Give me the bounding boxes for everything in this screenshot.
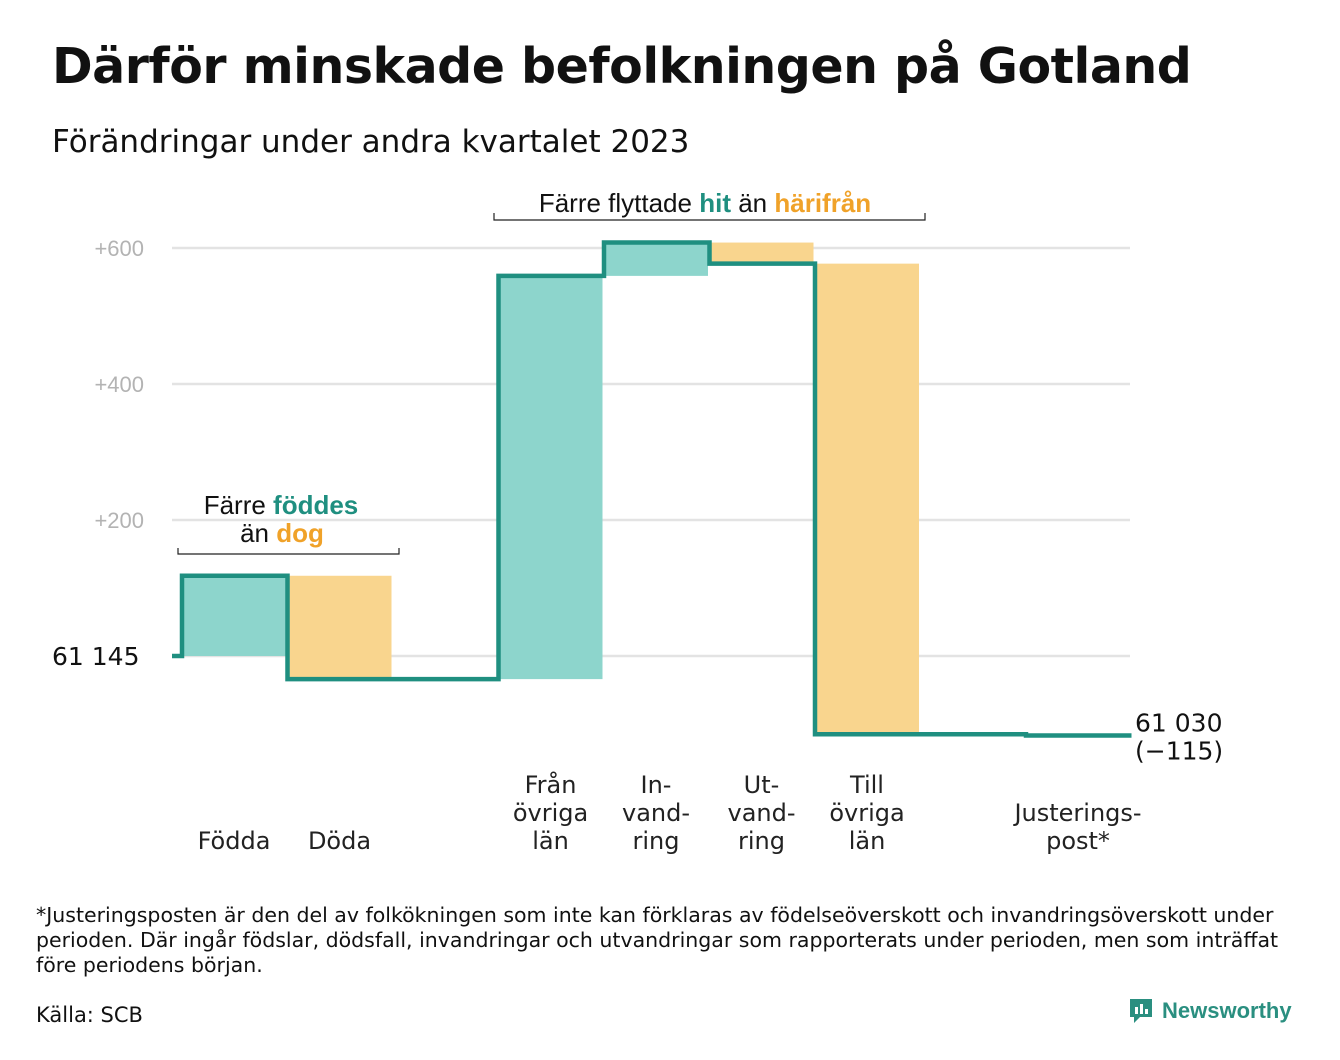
end-change-label: (−115) xyxy=(1135,737,1223,766)
newsworthy-logo-icon xyxy=(1130,999,1152,1023)
chart-subtitle: Förändringar under andra kvartalet 2023 xyxy=(52,124,690,160)
y-tick-label: +400 xyxy=(94,372,144,397)
category-label-invandring: In- xyxy=(641,771,672,799)
category-label-utvandring: vand- xyxy=(727,799,795,827)
annotation-births-line2: än dog xyxy=(240,518,324,548)
category-label-utvandring: ring xyxy=(738,827,785,855)
bar-invandring xyxy=(604,242,708,276)
newsworthy-logo: Newsworthy xyxy=(1128,997,1292,1025)
category-label-fran_ovriga_lan: övriga xyxy=(513,799,588,827)
chart-title: Därför minskade befolkningen på Gotland xyxy=(52,38,1192,95)
category-label-utvandring: Ut- xyxy=(744,771,780,799)
category-label-invandring: ring xyxy=(633,827,680,855)
annotation-migration: Färre flyttade hit än härifrån xyxy=(493,188,926,221)
bar-doda xyxy=(287,575,392,680)
annotation-births-deaths: Färre föddes än dog xyxy=(177,490,400,555)
category-label-fran_ovriga_lan: län xyxy=(532,827,569,855)
category-label-fran_ovriga_lan: Från xyxy=(525,770,577,799)
category-label-doda: Döda xyxy=(308,827,371,855)
category-label-justeringspost: post* xyxy=(1046,827,1110,855)
bar-till_ovriga_lan xyxy=(815,263,919,735)
start-value-label: 61 145 xyxy=(52,642,139,671)
bar-layer xyxy=(182,242,919,735)
end-value-label: 61 030 xyxy=(1135,709,1222,738)
bar-fran_ovriga_lan xyxy=(498,275,603,680)
cumulative-step-line xyxy=(172,240,1132,738)
annotation-births-bracket xyxy=(177,548,400,555)
category-label-till_ovriga_lan: län xyxy=(849,827,886,855)
category-label-justeringspost: Justerings- xyxy=(1012,799,1141,827)
category-label-till_ovriga_lan: Till xyxy=(849,771,884,799)
step-line-layer xyxy=(172,240,1132,738)
source-label: Källa: SCB xyxy=(36,1003,143,1027)
y-tick-label: +200 xyxy=(94,508,144,533)
category-label-fodda: Födda xyxy=(198,827,271,855)
bar-fodda xyxy=(182,575,286,656)
annotation-births-line1: Färre föddes xyxy=(204,490,359,520)
category-label-invandring: vand- xyxy=(622,799,690,827)
footnote: *Justeringsposten är den del av folkökni… xyxy=(36,903,1279,977)
y-tick-label: +600 xyxy=(94,236,144,261)
newsworthy-logo-text: Newsworthy xyxy=(1162,998,1292,1023)
bar-utvandring xyxy=(709,242,814,264)
category-label-till_ovriga_lan: övriga xyxy=(829,799,904,827)
annotation-migration-bracket xyxy=(493,213,926,221)
annotation-migration-text: Färre flyttade hit än härifrån xyxy=(539,188,871,218)
